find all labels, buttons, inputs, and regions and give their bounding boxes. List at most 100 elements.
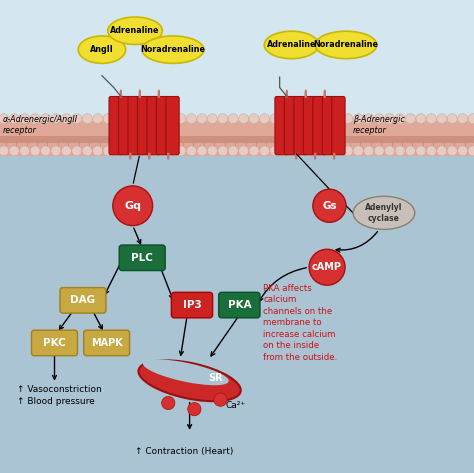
Circle shape — [374, 114, 384, 123]
Circle shape — [72, 114, 82, 123]
Text: Noradrenaline: Noradrenaline — [313, 40, 379, 50]
Circle shape — [291, 146, 301, 156]
Circle shape — [103, 146, 113, 156]
Circle shape — [72, 146, 82, 156]
Circle shape — [437, 114, 447, 123]
Circle shape — [343, 114, 353, 123]
Circle shape — [40, 146, 50, 156]
FancyBboxPatch shape — [0, 125, 474, 473]
Circle shape — [281, 146, 290, 156]
Circle shape — [249, 114, 259, 123]
Circle shape — [113, 186, 153, 226]
Circle shape — [51, 114, 61, 123]
Circle shape — [82, 146, 92, 156]
Circle shape — [103, 114, 113, 123]
FancyBboxPatch shape — [31, 330, 78, 356]
Text: PKA: PKA — [228, 300, 251, 310]
Text: ↑ Contraction (Heart): ↑ Contraction (Heart) — [135, 447, 234, 456]
FancyBboxPatch shape — [83, 330, 129, 356]
Circle shape — [291, 114, 301, 123]
FancyBboxPatch shape — [332, 96, 345, 155]
Circle shape — [218, 114, 228, 123]
Circle shape — [197, 114, 207, 123]
Circle shape — [301, 146, 311, 156]
Circle shape — [207, 114, 217, 123]
Circle shape — [281, 114, 290, 123]
Circle shape — [165, 146, 175, 156]
Circle shape — [405, 114, 415, 123]
FancyBboxPatch shape — [313, 96, 326, 155]
Circle shape — [162, 396, 175, 410]
FancyBboxPatch shape — [219, 292, 260, 318]
Text: Noradrenaline: Noradrenaline — [140, 45, 206, 54]
Ellipse shape — [108, 17, 162, 44]
Text: Adrenaline: Adrenaline — [267, 40, 316, 50]
Circle shape — [82, 114, 92, 123]
Circle shape — [40, 114, 50, 123]
FancyBboxPatch shape — [128, 96, 141, 155]
Circle shape — [249, 146, 259, 156]
Circle shape — [124, 146, 134, 156]
FancyBboxPatch shape — [118, 96, 132, 155]
Circle shape — [364, 114, 374, 123]
Circle shape — [155, 114, 165, 123]
Text: β-Adrenergic
receptor: β-Adrenergic receptor — [353, 115, 405, 135]
FancyBboxPatch shape — [0, 136, 474, 143]
Circle shape — [270, 114, 280, 123]
FancyBboxPatch shape — [284, 96, 298, 155]
Circle shape — [385, 146, 394, 156]
Circle shape — [19, 114, 29, 123]
Circle shape — [228, 146, 238, 156]
Text: PLC: PLC — [131, 253, 153, 263]
Circle shape — [259, 146, 269, 156]
FancyBboxPatch shape — [294, 96, 307, 155]
Circle shape — [457, 146, 467, 156]
FancyBboxPatch shape — [275, 96, 288, 155]
Circle shape — [309, 249, 345, 285]
Circle shape — [395, 114, 405, 123]
FancyBboxPatch shape — [0, 142, 474, 156]
Circle shape — [228, 114, 238, 123]
Circle shape — [188, 403, 201, 416]
Circle shape — [343, 146, 353, 156]
Circle shape — [311, 114, 321, 123]
Text: Gs: Gs — [322, 201, 337, 211]
Circle shape — [9, 146, 19, 156]
Circle shape — [197, 146, 207, 156]
Circle shape — [427, 146, 436, 156]
Circle shape — [0, 114, 9, 123]
Circle shape — [176, 146, 186, 156]
Circle shape — [385, 114, 394, 123]
Circle shape — [155, 146, 165, 156]
Text: SR: SR — [209, 373, 223, 384]
Circle shape — [332, 146, 342, 156]
Text: AngII: AngII — [90, 45, 114, 54]
Circle shape — [30, 114, 40, 123]
Ellipse shape — [142, 36, 204, 63]
Circle shape — [124, 114, 134, 123]
Text: IP3: IP3 — [182, 300, 201, 310]
FancyBboxPatch shape — [137, 96, 151, 155]
Circle shape — [61, 114, 71, 123]
Circle shape — [322, 114, 332, 123]
Circle shape — [259, 114, 269, 123]
Circle shape — [322, 146, 332, 156]
Circle shape — [416, 114, 426, 123]
Ellipse shape — [138, 360, 241, 401]
Circle shape — [270, 146, 280, 156]
Circle shape — [218, 146, 228, 156]
FancyBboxPatch shape — [60, 288, 106, 313]
Circle shape — [457, 114, 467, 123]
Ellipse shape — [353, 196, 415, 229]
Text: α-Adrenergic/AngII
receptor: α-Adrenergic/AngII receptor — [2, 115, 77, 135]
FancyBboxPatch shape — [166, 96, 179, 155]
Circle shape — [145, 146, 155, 156]
Circle shape — [207, 146, 217, 156]
Text: Adenylyl
cyclase: Adenylyl cyclase — [365, 203, 402, 223]
FancyBboxPatch shape — [172, 292, 212, 318]
Circle shape — [447, 114, 457, 123]
Circle shape — [427, 114, 436, 123]
Circle shape — [447, 146, 457, 156]
Circle shape — [19, 146, 29, 156]
FancyBboxPatch shape — [119, 245, 165, 271]
